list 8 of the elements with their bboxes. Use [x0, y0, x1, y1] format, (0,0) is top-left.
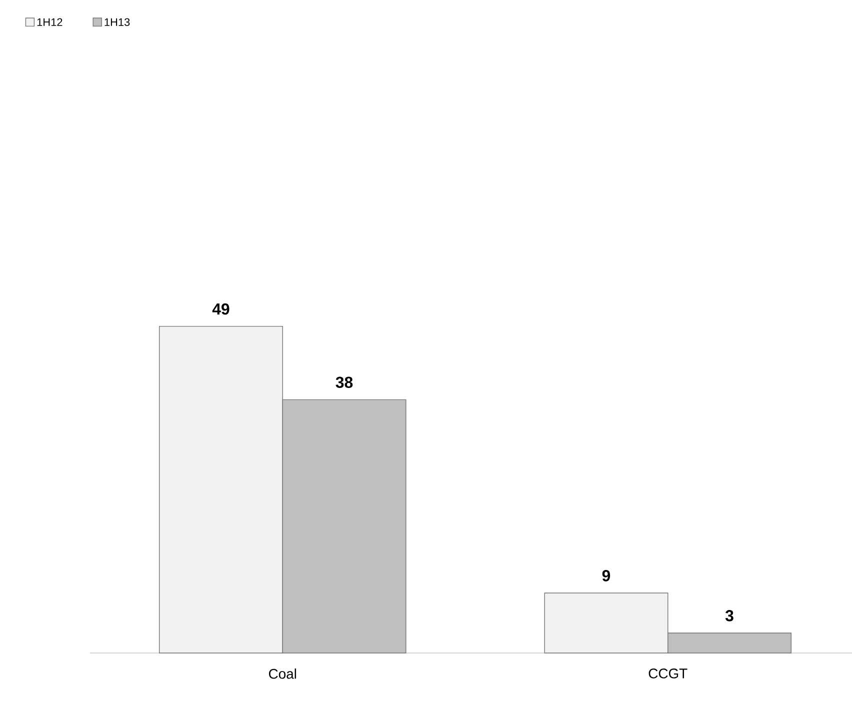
legend-label: 1H12: [37, 18, 62, 26]
data-label: 9: [602, 570, 610, 582]
x-tick-label: CCGT: [648, 668, 688, 678]
data-label: 49: [212, 303, 230, 315]
x-tick-label: Coal: [268, 668, 296, 679]
legend-label: 1H13: [104, 18, 130, 26]
data-label: 38: [336, 376, 353, 388]
data-label: 3: [725, 610, 734, 622]
